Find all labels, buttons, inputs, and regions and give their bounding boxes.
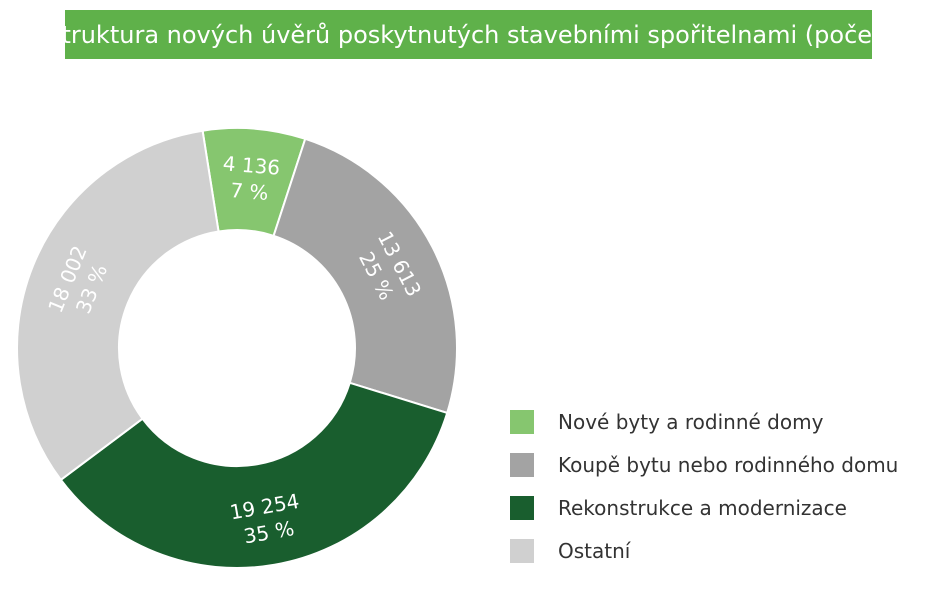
legend-item-koupe: Koupě bytu nebo rodinného domu <box>510 443 898 486</box>
chart-legend: Nové byty a rodinné domy Koupě bytu nebo… <box>510 400 898 572</box>
legend-label-nove-byty: Nové byty a rodinné domy <box>558 409 824 434</box>
legend-swatch-ostatni <box>510 538 534 563</box>
legend-item-rekonstrukce: Rekonstrukce a modernizace <box>510 486 898 529</box>
chart-title-bar: Struktura nových úvěrů poskytnutých stav… <box>46 10 891 59</box>
slice-percent-label-nove-byty: 7 % <box>229 178 269 205</box>
donut-slice-ostatni <box>16 129 220 482</box>
donut-slice-rekonstrukce <box>59 381 449 569</box>
legend-swatch-koupe <box>510 452 534 477</box>
legend-swatch-nove-byty <box>510 409 534 434</box>
legend-label-koupe: Koupě bytu nebo rodinného domu <box>558 452 899 477</box>
legend-item-ostatni: Ostatní <box>510 529 898 572</box>
chart-title: Struktura nových úvěrů poskytnutých stav… <box>46 20 891 49</box>
legend-item-nove-byty: Nové byty a rodinné domy <box>510 400 898 443</box>
legend-label-rekonstrukce: Rekonstrukce a modernizace <box>558 495 847 520</box>
legend-swatch-rekonstrukce <box>510 495 534 520</box>
legend-label-ostatni: Ostatní <box>558 538 631 563</box>
slice-value-label-nove-byty: 4 136 <box>222 151 281 179</box>
donut-slice-koupe <box>272 137 458 415</box>
